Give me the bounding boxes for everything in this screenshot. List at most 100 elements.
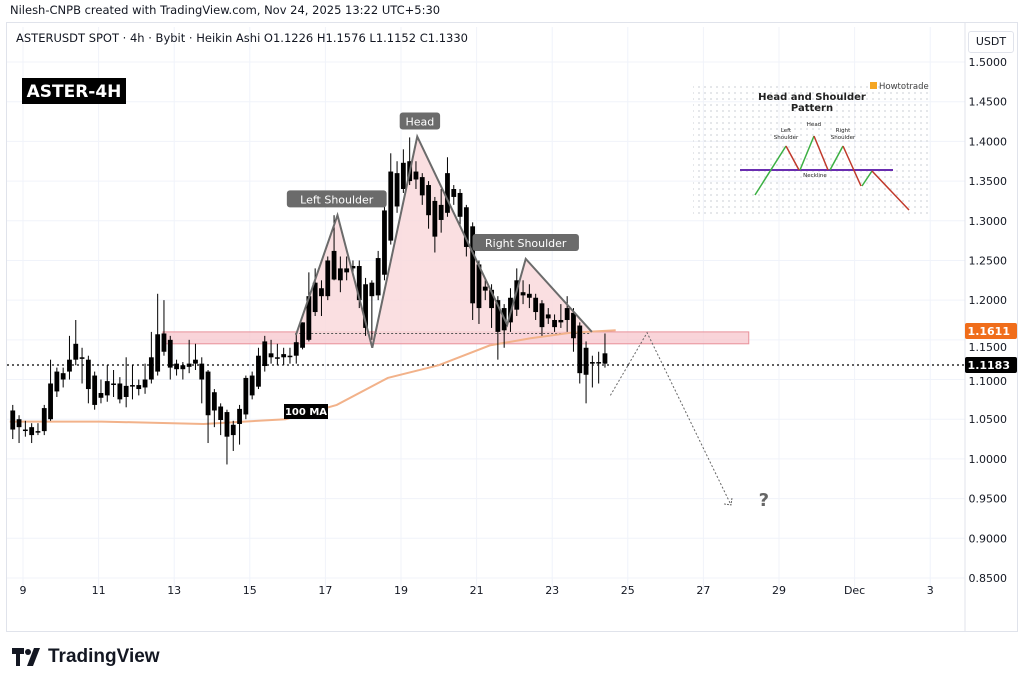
candle-body: [104, 381, 110, 396]
inset-text: Head and Shoulder: [758, 92, 866, 103]
candle-body: [539, 303, 545, 328]
candle: [545, 308, 551, 324]
chart-title-box: [22, 78, 126, 104]
candle: [256, 347, 261, 390]
x-tick-label: Dec: [844, 584, 865, 597]
x-tick-label: 25: [621, 584, 635, 597]
candle: [337, 256, 343, 293]
projection-path: [609, 331, 732, 506]
y-tick-label: 0.9500: [969, 493, 1008, 506]
candle: [230, 420, 236, 451]
candle-body: [589, 362, 595, 364]
price-label: 1.1183: [968, 359, 1010, 372]
inset-text: Pattern: [791, 103, 833, 114]
candle-body: [16, 419, 22, 428]
x-tick-label: 11: [92, 584, 106, 597]
candle-body: [79, 357, 85, 359]
x-tick-label: 23: [545, 584, 559, 597]
candle-body: [41, 408, 47, 432]
candle: [319, 280, 324, 317]
candle: [85, 355, 91, 404]
tradingview-logo: TradingView: [12, 646, 160, 668]
candle: [67, 335, 72, 380]
candle-body: [325, 260, 331, 297]
candle-body: [249, 375, 255, 396]
candle: [218, 403, 224, 436]
x-tick-label: 21: [470, 584, 484, 597]
candle: [22, 420, 28, 437]
candle: [375, 250, 381, 301]
candle-body: [67, 359, 72, 372]
candle-body: [205, 371, 211, 416]
inset-up-leg: [754, 145, 787, 196]
candle-body: [111, 383, 116, 385]
inset-text: Left: [781, 128, 792, 134]
candle-body: [558, 319, 564, 323]
x-tick-label: 19: [394, 584, 408, 597]
candle: [451, 185, 457, 205]
candle-body: [237, 408, 242, 424]
candle: [274, 343, 280, 366]
candle-body: [457, 192, 463, 217]
candle-body: [73, 343, 79, 360]
candle: [167, 335, 173, 380]
inset-down-leg: [813, 135, 829, 171]
candle: [281, 347, 287, 366]
candle-body: [29, 427, 35, 436]
candle-body: [533, 297, 539, 313]
candle-body: [268, 353, 274, 358]
y-tick-label: 1.5000: [969, 56, 1008, 69]
chart-credit: Nilesh-CNPB created with TradingView.com…: [10, 3, 441, 17]
candle-body: [514, 280, 520, 310]
y-tick-label: 0.9000: [969, 532, 1008, 545]
candle: [60, 367, 66, 388]
candle: [520, 280, 526, 305]
candle: [552, 314, 557, 332]
candle: [205, 369, 211, 444]
candle: [293, 333, 299, 364]
candle-body: [167, 339, 173, 368]
projection-arrow-icon: [723, 497, 733, 506]
candle-body: [186, 363, 192, 367]
ma-label: 100 MA: [285, 407, 327, 418]
candle-body: [495, 300, 501, 332]
candle-body: [602, 353, 608, 364]
candle-body: [432, 200, 438, 237]
candle: [16, 415, 22, 444]
inset-up-leg: [861, 170, 873, 187]
y-tick-label: 1.4500: [969, 96, 1008, 109]
candle-body: [148, 357, 154, 380]
candle-body: [123, 385, 129, 397]
candle: [29, 423, 35, 444]
candle: [400, 149, 406, 193]
candle-body: [22, 429, 28, 432]
x-tick-label: 17: [318, 584, 332, 597]
y-tick-label: 0.8500: [969, 572, 1008, 585]
pattern-label-box: [286, 190, 387, 208]
y-tick-label: 1.1500: [969, 341, 1008, 354]
candle: [148, 331, 154, 384]
candle: [98, 379, 104, 404]
price-label: 1.1611: [968, 325, 1010, 338]
candle-body: [174, 363, 179, 370]
x-tick-label: 9: [20, 584, 27, 597]
candle-body: [281, 354, 287, 358]
candle-body: [230, 424, 236, 436]
candle: [249, 371, 255, 400]
candle: [262, 335, 268, 372]
candle: [161, 300, 167, 356]
candle: [602, 333, 608, 368]
candle: [526, 284, 532, 309]
candle-body: [155, 334, 161, 372]
candle-body: [394, 173, 400, 207]
candle: [432, 196, 438, 253]
currency-button[interactable]: USDT: [968, 31, 1014, 53]
candle: [476, 260, 482, 324]
pattern-label: Head: [406, 116, 435, 129]
x-tick-label: 13: [167, 584, 181, 597]
candle-body: [117, 383, 123, 400]
candle: [123, 357, 129, 408]
inset-up-leg: [799, 135, 815, 171]
candle: [180, 362, 186, 380]
